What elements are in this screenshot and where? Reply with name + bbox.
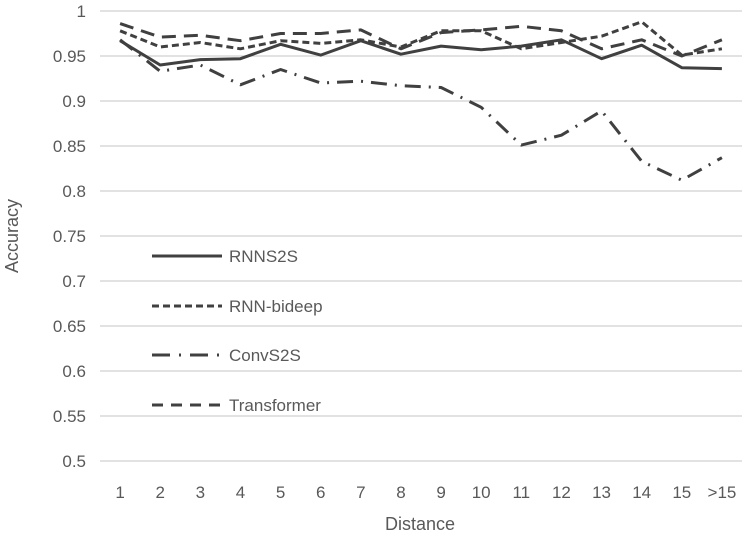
x-tick-label: 8 xyxy=(396,483,405,502)
legend-label: RNN-bideep xyxy=(229,297,323,316)
gridlines xyxy=(100,10,742,462)
series-line-rnn-bideep xyxy=(119,20,723,57)
y-tick-label: 0.8 xyxy=(62,182,86,201)
series-line-convs2s xyxy=(119,38,723,182)
x-axis-title: Distance xyxy=(385,514,455,534)
y-tick-label: 0.9 xyxy=(62,92,86,111)
x-tick-label: 7 xyxy=(356,483,365,502)
x-tick-label: 13 xyxy=(592,483,611,502)
x-tick-label: 15 xyxy=(672,483,691,502)
series-line-transformer xyxy=(119,22,723,58)
y-tick-label: 0.65 xyxy=(53,317,86,336)
legend-label: RNNS2S xyxy=(229,247,298,266)
x-tick-label: 4 xyxy=(236,483,245,502)
legend: RNNS2S RNN-bideep ConvS2S Transformer xyxy=(152,247,323,415)
x-tick-label: 12 xyxy=(552,483,571,502)
y-tick-label: 0.6 xyxy=(62,362,86,381)
x-tick-label: 5 xyxy=(276,483,285,502)
series-lines xyxy=(119,20,723,182)
y-tick-label: 0.75 xyxy=(53,227,86,246)
y-tick-label: 0.95 xyxy=(53,47,86,66)
x-tick-label: 2 xyxy=(155,483,164,502)
x-tick-label: >15 xyxy=(708,483,737,502)
y-axis-title: Accuracy xyxy=(2,199,22,273)
legend-label: Transformer xyxy=(229,396,321,415)
y-tick-label: 0.7 xyxy=(62,272,86,291)
y-axis-ticks: 0.5 0.55 0.6 0.65 0.7 0.75 0.8 0.85 0.9 0.95 1 xyxy=(53,2,86,471)
y-tick-label: 1 xyxy=(77,2,86,21)
x-axis-ticks: 1 2 3 4 5 6 7 8 9 10 11 12 13 14 15 >15 xyxy=(115,483,736,502)
x-tick-label: 9 xyxy=(436,483,445,502)
x-tick-label: 10 xyxy=(472,483,491,502)
x-tick-label: 6 xyxy=(316,483,325,502)
y-tick-label: 0.85 xyxy=(53,137,86,156)
legend-label: ConvS2S xyxy=(229,346,301,365)
x-tick-label: 14 xyxy=(632,483,651,502)
y-tick-label: 0.5 xyxy=(62,452,86,471)
x-tick-label: 3 xyxy=(196,483,205,502)
x-tick-label: 11 xyxy=(512,483,530,502)
x-tick-label: 1 xyxy=(115,483,124,502)
series-line-rnns2s xyxy=(119,38,722,71)
y-tick-label: 0.55 xyxy=(53,407,86,426)
